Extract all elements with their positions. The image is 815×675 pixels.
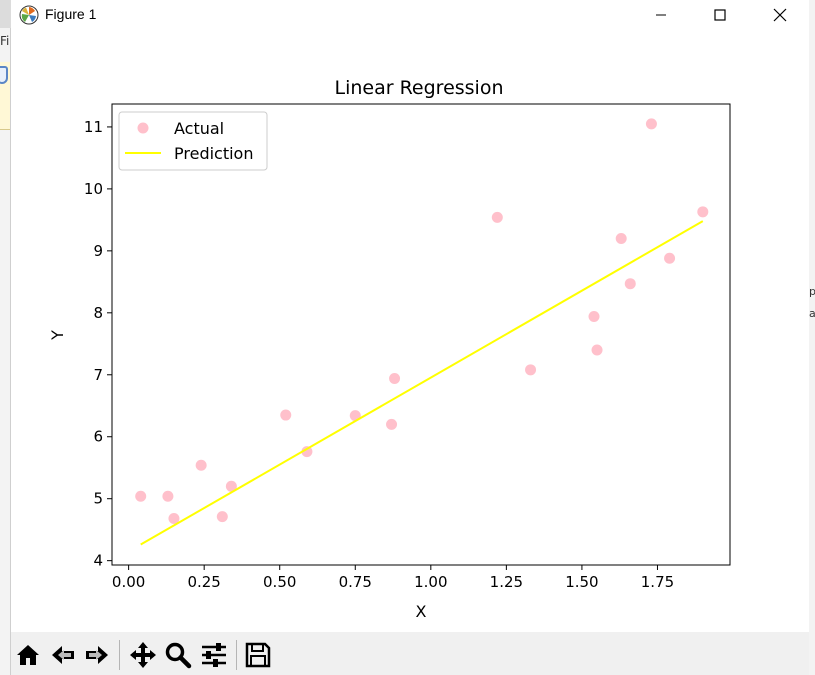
data-point bbox=[697, 206, 709, 218]
figure-canvas[interactable]: Linear Regression 0.00 0.25 0.50 0.75 1.00 1.… bbox=[11, 30, 809, 632]
background-text-right-1: p bbox=[809, 285, 815, 298]
forward-button[interactable] bbox=[82, 640, 112, 670]
x-tick-label: 0.75 bbox=[339, 573, 372, 591]
y-tick-label: 5 bbox=[93, 490, 103, 508]
data-point bbox=[525, 364, 537, 376]
data-point bbox=[162, 490, 174, 502]
data-point bbox=[664, 252, 676, 264]
data-point bbox=[301, 446, 313, 458]
background-text-right-2: a bbox=[809, 307, 815, 320]
close-icon bbox=[773, 8, 787, 22]
x-tick-label: 1.75 bbox=[641, 573, 674, 591]
matplotlib-icon bbox=[19, 5, 39, 25]
pan-icon bbox=[130, 642, 156, 668]
x-tick-label: 0.50 bbox=[263, 573, 296, 591]
prediction-line bbox=[140, 220, 704, 546]
legend-label-actual: Actual bbox=[174, 119, 224, 138]
data-point bbox=[645, 118, 657, 130]
y-tick-label: 11 bbox=[84, 118, 103, 136]
pan-button[interactable] bbox=[128, 640, 158, 670]
window-title: Figure 1 bbox=[45, 6, 97, 22]
legend-marker-actual bbox=[137, 122, 149, 134]
home-icon bbox=[17, 645, 39, 665]
home-button[interactable] bbox=[13, 640, 43, 670]
legend-label-prediction: Prediction bbox=[174, 144, 253, 163]
data-point bbox=[216, 511, 228, 523]
background-text: Fi bbox=[0, 34, 10, 48]
y-tick-label: 7 bbox=[93, 366, 103, 384]
data-point bbox=[168, 513, 180, 525]
y-tick-label: 6 bbox=[93, 428, 103, 446]
shield-icon bbox=[0, 66, 8, 84]
data-point bbox=[195, 459, 207, 471]
chart-svg: Linear Regression 0.00 0.25 0.50 0.75 1.00 1.… bbox=[48, 77, 731, 621]
y-tick-label: 9 bbox=[93, 242, 103, 260]
chart-title: Linear Regression bbox=[334, 77, 503, 99]
toolbar-separator bbox=[119, 640, 120, 670]
zoom-icon bbox=[165, 642, 192, 669]
save-icon bbox=[245, 642, 271, 668]
close-button[interactable] bbox=[757, 0, 803, 30]
navigation-toolbar bbox=[11, 632, 809, 675]
data-point bbox=[615, 232, 627, 244]
legend-box bbox=[118, 111, 268, 171]
data-point bbox=[280, 409, 292, 421]
data-point bbox=[624, 278, 636, 290]
toolbar-separator bbox=[236, 640, 237, 670]
x-axis-label: X bbox=[416, 602, 427, 621]
back-button[interactable] bbox=[48, 640, 78, 670]
legend: Actual Prediction bbox=[118, 111, 268, 171]
minimize-icon bbox=[656, 14, 666, 16]
maximize-button[interactable] bbox=[697, 0, 743, 30]
back-icon bbox=[52, 646, 74, 664]
y-tick-label: 8 bbox=[93, 304, 103, 322]
zoom-button[interactable] bbox=[163, 640, 193, 670]
title-bar[interactable]: Figure 1 bbox=[11, 0, 809, 30]
x-tick-label: 0.00 bbox=[112, 573, 145, 591]
x-tick-label: 1.25 bbox=[490, 573, 523, 591]
background-window-right: p a bbox=[808, 0, 815, 675]
maximize-icon bbox=[714, 9, 726, 21]
data-point bbox=[225, 480, 237, 492]
x-tick-label: 0.25 bbox=[187, 573, 220, 591]
data-point bbox=[386, 418, 398, 430]
minimize-button[interactable] bbox=[638, 0, 684, 30]
data-point bbox=[588, 311, 600, 323]
y-tick-label: 10 bbox=[84, 180, 103, 198]
background-infobar bbox=[0, 62, 10, 130]
y-tick-label: 4 bbox=[93, 552, 103, 570]
background-window-left: Fi bbox=[0, 28, 11, 675]
figure-window: Figure 1 Linear Regression 0.00 0.25 0.50 0… bbox=[11, 0, 809, 675]
data-point bbox=[591, 344, 603, 356]
x-tick-label: 1.50 bbox=[565, 573, 598, 591]
configure-subplots-icon bbox=[202, 643, 226, 667]
data-point bbox=[135, 490, 147, 502]
axes-frame bbox=[111, 103, 731, 566]
configure-subplots-button[interactable] bbox=[199, 640, 229, 670]
x-tick-label: 1.00 bbox=[414, 573, 447, 591]
save-button[interactable] bbox=[243, 640, 273, 670]
forward-icon bbox=[86, 646, 108, 664]
data-point bbox=[491, 211, 503, 223]
data-point bbox=[389, 372, 401, 384]
y-axis-label: Y bbox=[48, 330, 67, 341]
